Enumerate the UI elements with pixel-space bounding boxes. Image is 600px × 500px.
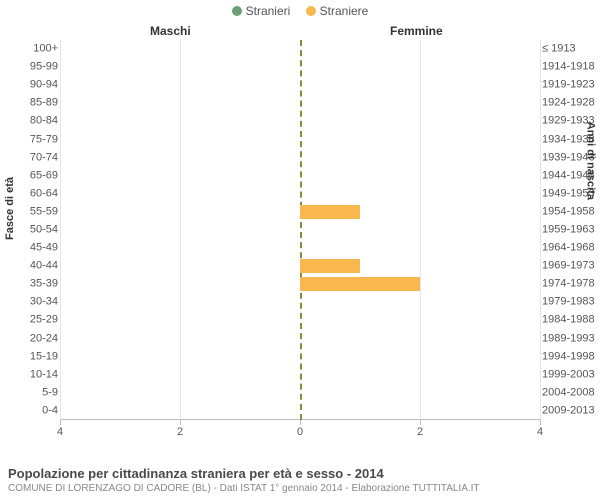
y-left-label: 0-4 xyxy=(0,405,58,416)
bar-female xyxy=(300,277,420,291)
y-right-label: 1984-1988 xyxy=(542,315,600,326)
chart-title: Popolazione per cittadinanza straniera p… xyxy=(8,466,592,481)
y-left-label: 45-49 xyxy=(0,243,58,254)
x-tick-mark xyxy=(60,420,61,425)
y-left-label: 10-14 xyxy=(0,369,58,380)
column-header-male: Maschi xyxy=(150,24,191,38)
grid-line xyxy=(60,40,61,420)
y-left-label: 85-89 xyxy=(0,98,58,109)
x-tick-label: 4 xyxy=(57,426,63,438)
x-tick-label: 2 xyxy=(177,426,183,438)
bar-female xyxy=(300,259,360,273)
y-right-label: 1964-1968 xyxy=(542,243,600,254)
y-left-label: 5-9 xyxy=(0,387,58,398)
y-left-label: 95-99 xyxy=(0,62,58,73)
y-right-label: 1919-1923 xyxy=(542,80,600,91)
y-right-label: 1989-1993 xyxy=(542,333,600,344)
population-pyramid-chart: Stranieri Straniere Maschi Femmine 100+ 9… xyxy=(0,0,600,500)
y-right-label: 1954-1958 xyxy=(542,206,600,217)
y-axis-right-title: Anni di nascita xyxy=(584,122,596,200)
y-right-label: 2004-2008 xyxy=(542,387,600,398)
legend-label-female: Straniere xyxy=(320,4,369,18)
x-tick-label: 4 xyxy=(537,426,543,438)
y-left-label: 20-24 xyxy=(0,333,58,344)
y-left-label: 30-34 xyxy=(0,297,58,308)
x-tick-mark xyxy=(180,420,181,425)
y-right-label: ≤ 1913 xyxy=(542,44,600,55)
x-tick-mark xyxy=(300,420,301,425)
legend-swatch-male xyxy=(232,6,242,16)
chart-footer: Popolazione per cittadinanza straniera p… xyxy=(8,466,592,494)
y-left-label: 25-29 xyxy=(0,315,58,326)
y-left-label: 15-19 xyxy=(0,351,58,362)
bar-female xyxy=(300,205,360,219)
y-right-label: 1969-1973 xyxy=(542,261,600,272)
y-right-label: 2009-2013 xyxy=(542,405,600,416)
y-left-label: 90-94 xyxy=(0,80,58,91)
y-left-label: 100+ xyxy=(0,44,58,55)
column-header-female: Femmine xyxy=(390,24,443,38)
y-right-label: 1914-1918 xyxy=(542,62,600,73)
y-axis-right: ≤ 19131914-19181919-19231924-19281929-19… xyxy=(542,40,600,440)
x-tick-mark xyxy=(420,420,421,425)
legend-item-male: Stranieri xyxy=(232,4,291,18)
legend: Stranieri Straniere xyxy=(0,4,600,19)
chart-subtitle: COMUNE DI LORENZAGO DI CADORE (BL) - Dat… xyxy=(8,483,592,494)
y-left-label: 75-79 xyxy=(0,134,58,145)
y-left-label: 40-44 xyxy=(0,261,58,272)
legend-swatch-female xyxy=(306,6,316,16)
legend-label-male: Stranieri xyxy=(246,4,291,18)
y-left-label: 35-39 xyxy=(0,279,58,290)
x-tick-mark xyxy=(540,420,541,425)
y-axis-left: 100+95-9990-9485-8980-8475-7970-7465-696… xyxy=(0,40,58,440)
y-right-label: 1959-1963 xyxy=(542,225,600,236)
y-right-label: 1994-1998 xyxy=(542,351,600,362)
legend-item-female: Straniere xyxy=(306,4,369,18)
y-left-label: 80-84 xyxy=(0,116,58,127)
grid-line xyxy=(540,40,541,420)
x-tick-label: 0 xyxy=(297,426,303,438)
grid-line xyxy=(180,40,181,420)
grid-line xyxy=(420,40,421,420)
center-divider-line xyxy=(300,40,302,420)
y-right-label: 1979-1983 xyxy=(542,297,600,308)
y-left-label: 70-74 xyxy=(0,152,58,163)
y-right-label: 1924-1928 xyxy=(542,98,600,109)
y-axis-left-title: Fasce di età xyxy=(4,177,16,240)
y-right-label: 1999-2003 xyxy=(542,369,600,380)
x-tick-label: 2 xyxy=(417,426,423,438)
y-right-label: 1974-1978 xyxy=(542,279,600,290)
plot-area: 4 2 0 2 4 xyxy=(60,40,540,440)
